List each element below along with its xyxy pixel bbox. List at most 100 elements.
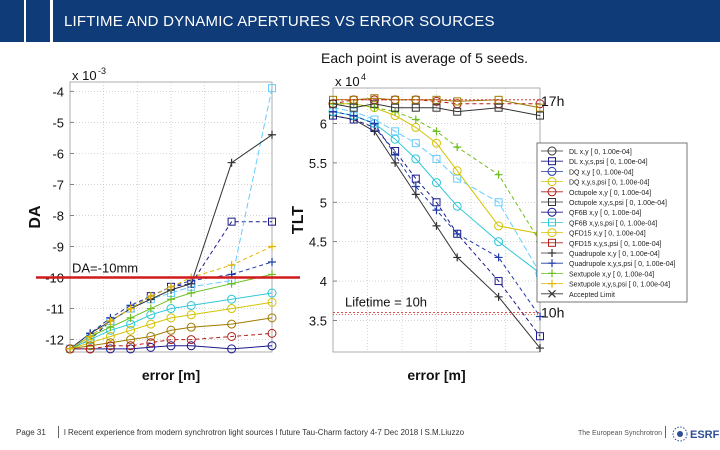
y-tick-label: -6 (52, 146, 64, 161)
legend-entry: DQ x,y,s,psi [ 0, 1.00e-04] (541, 177, 649, 187)
y-tick-label: -12 (45, 333, 64, 348)
data-point (126, 341, 136, 351)
y-tick-label: -4 (52, 84, 64, 99)
data-point (186, 322, 196, 332)
footer-brand: The European Synchrotron (578, 430, 663, 437)
series-line (70, 345, 273, 350)
legend-label: DQ x,y,s,psi [ 0, 1.00e-04] (569, 180, 649, 187)
series-line (69, 246, 273, 350)
data-point (391, 158, 400, 167)
data-point (548, 218, 556, 227)
y-tick-label: 6 (320, 116, 327, 131)
data-point (453, 143, 462, 152)
data-point (547, 207, 557, 217)
data-point (411, 154, 421, 164)
lifetime-10h-label: Lifetime = 10h (345, 295, 427, 310)
series-line (332, 115, 541, 337)
data-point (548, 157, 556, 166)
legend-label: QFD15 x,y [ 0, 1.00e-04] (569, 231, 646, 238)
data-point (126, 325, 136, 335)
data-point (267, 288, 277, 298)
data-point (432, 178, 441, 188)
legend-entry: Sextupole x,y,s,psi [ 0, 1.00e-04] (541, 279, 670, 289)
header-block-mid (26, 0, 50, 42)
y-tick-label: 5.5 (309, 156, 327, 171)
series-line (70, 332, 273, 350)
data-point (66, 344, 74, 353)
legend-entry: QFD15 x,y [ 0, 1.00e-04] (541, 228, 646, 238)
series-line (333, 97, 541, 109)
page-number: Page 31 (16, 428, 46, 437)
data-point (370, 94, 379, 103)
y-tick-label: -9 (52, 239, 64, 254)
data-point (227, 294, 237, 304)
da-limit-label: DA=-10mm (72, 261, 138, 276)
data-point (548, 238, 556, 247)
data-point (536, 332, 544, 341)
y-tick-label: 4.5 (309, 235, 327, 250)
data-point (432, 154, 441, 163)
data-point (227, 261, 236, 270)
data-point (536, 344, 544, 353)
data-point (547, 228, 557, 238)
y-tick-label: -8 (52, 208, 64, 223)
data-point (85, 344, 95, 354)
data-point (186, 300, 196, 310)
data-point (267, 313, 277, 323)
data-point (547, 166, 557, 176)
y-scale-exponent: 4 (361, 72, 366, 82)
esrf-logo-text: ESRF (690, 429, 720, 441)
data-point (349, 111, 358, 120)
data-point (411, 174, 420, 183)
data-point (547, 187, 557, 197)
data-point (453, 97, 462, 106)
seeds-note: Each point is average of 5 seeds. (321, 50, 529, 66)
data-point (548, 259, 556, 268)
data-point (106, 316, 115, 325)
data-point (411, 103, 420, 112)
legend-entry: Quadrupole x,y,s,psi [ 0, 1.00e-04] (541, 259, 676, 268)
data-point (105, 344, 115, 354)
data-point (85, 341, 95, 351)
data-point (432, 221, 441, 230)
data-point (268, 130, 276, 139)
series-7 (329, 107, 544, 321)
data-point (453, 107, 462, 116)
data-point (86, 332, 95, 341)
data-point (126, 335, 136, 345)
data-point (167, 295, 175, 304)
series-line (333, 103, 541, 235)
data-point (146, 304, 155, 313)
data-point (126, 304, 135, 313)
data-point (494, 221, 504, 231)
x-axis-label: error [m] (142, 367, 200, 383)
data-point (494, 237, 504, 247)
data-point (187, 289, 196, 298)
y-tick-label: -7 (52, 177, 64, 192)
data-point (268, 258, 276, 266)
data-point (432, 127, 441, 136)
data-point (227, 331, 237, 341)
data-point (432, 138, 441, 148)
data-point (167, 282, 175, 291)
y-tick-label: 4 (320, 274, 327, 289)
series-7 (65, 328, 277, 354)
header-block-left (0, 0, 24, 42)
series-line (332, 107, 541, 274)
legend-entry: Accepted Limit (541, 289, 615, 299)
data-point (494, 253, 503, 262)
legend-label: Accepted Limit (569, 292, 615, 299)
legend-entry: Octupole x,y,s,psi [ 0, 1.00e-04] (541, 198, 667, 207)
data-point (329, 107, 337, 116)
data-point (186, 310, 196, 320)
series-line (69, 317, 273, 350)
legend-label: Quadrupole x,y [ 0, 1.00e-04] (569, 251, 660, 258)
legend-label: Sextupole x,y,s,psi [ 0, 1.00e-04] (569, 282, 670, 289)
slide-footer: Page 31 l Recent experience from modern … (0, 418, 720, 450)
data-point (536, 103, 544, 112)
data-point (494, 277, 503, 286)
data-point (227, 319, 237, 329)
data-point (166, 304, 176, 314)
data-point (186, 335, 196, 345)
lifetime-10h-right-label: 10h (541, 305, 564, 321)
